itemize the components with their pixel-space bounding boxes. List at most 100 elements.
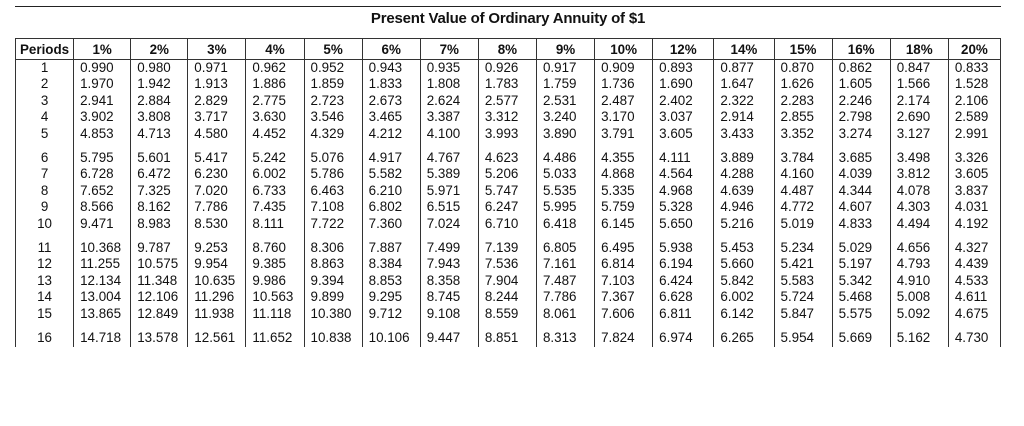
factor-cell: 5.535: [535, 182, 596, 200]
factor-cell: 10.563: [245, 289, 305, 306]
factor-cell: 4.212: [361, 125, 421, 143]
spacer-cell: [652, 142, 715, 151]
factor-cell: 4.078: [889, 182, 949, 200]
factor-cell: 3.037: [652, 109, 715, 126]
factor-cell: 3.127: [889, 125, 949, 143]
period-cell: 2: [14, 76, 75, 93]
factor-cell: 4.192: [947, 215, 1002, 233]
col-header-rate: 7%: [419, 38, 479, 60]
factor-cell: 5.601: [130, 150, 189, 167]
spacer-cell: [535, 232, 596, 241]
factor-cell: 2.690: [889, 109, 949, 126]
factor-cell: 4.639: [713, 182, 775, 200]
factor-cell: 11.652: [245, 330, 305, 347]
factor-cell: 2.884: [130, 92, 189, 110]
spacer-cell: [713, 322, 775, 331]
factor-cell: 6.002: [245, 166, 305, 183]
factor-cell: 3.170: [594, 109, 654, 126]
factor-cell: 6.247: [477, 199, 537, 216]
factor-cell: 5.335: [594, 182, 654, 200]
factor-cell: 5.162: [889, 330, 949, 347]
factor-cell: 0.833: [947, 59, 1002, 77]
table-header: Periods 1% 2% 3% 4% 5% 6% 7% 8% 9% 10% 12% 14% 15% 16%…: [14, 38, 1002, 60]
spacer-cell: [947, 232, 1002, 241]
spacer-cell: [947, 322, 1002, 331]
factor-cell: 7.487: [535, 272, 596, 290]
spacer-cell: [245, 322, 305, 331]
factor-cell: 6.728: [73, 166, 132, 183]
factor-cell: 7.139: [477, 240, 537, 257]
spacer-cell: [713, 232, 775, 241]
factor-cell: 1.647: [713, 76, 775, 93]
spacer-cell: [889, 232, 949, 241]
factor-cell: 5.076: [303, 150, 363, 167]
spacer-cell: [361, 232, 421, 241]
factor-cell: 0.943: [361, 59, 421, 77]
factor-cell: 12.134: [73, 272, 132, 290]
factor-cell: 1.942: [130, 76, 189, 93]
factor-cell: 0.893: [652, 59, 715, 77]
factor-cell: 7.904: [477, 272, 537, 290]
factor-cell: 3.902: [73, 109, 132, 126]
annuity-table: Periods 1% 2% 3% 4% 5% 6% 7% 8% 9% 10% 12% 14% 15% 16%…: [14, 38, 1002, 347]
factor-cell: 11.118: [245, 305, 305, 323]
factor-cell: 8.111: [245, 215, 305, 233]
factor-cell: 1.759: [535, 76, 596, 93]
period-cell: 10: [14, 215, 75, 233]
factor-cell: 8.760: [245, 240, 305, 257]
header-row: Periods 1% 2% 3% 4% 5% 6% 7% 8% 9% 10% 12% 14% 15% 16%…: [14, 38, 1002, 60]
factor-cell: 5.092: [889, 305, 949, 323]
factor-cell: 11.296: [187, 289, 247, 306]
factor-cell: 1.783: [477, 76, 537, 93]
table-row: 15 13.865 12.849 11.938 11.118 10.380 9.712 9.1…: [14, 305, 1002, 323]
factor-cell: 3.352: [773, 125, 833, 143]
factor-cell: 2.283: [773, 92, 833, 110]
factor-cell: 3.312: [477, 109, 537, 126]
factor-cell: 6.002: [713, 289, 775, 306]
col-header-rate: 8%: [477, 38, 537, 60]
factor-cell: 2.322: [713, 92, 775, 110]
factor-cell: 6.628: [652, 289, 715, 306]
spacer-cell: [535, 322, 596, 331]
period-cell: 4: [14, 109, 75, 126]
factor-cell: 8.863: [303, 256, 363, 273]
factor-cell: 4.160: [773, 166, 833, 183]
factor-cell: 5.842: [713, 272, 775, 290]
spacer-cell: [419, 322, 479, 331]
factor-cell: 5.242: [245, 150, 305, 167]
factor-cell: 1.833: [361, 76, 421, 93]
factor-cell: 9.899: [303, 289, 363, 306]
factor-cell: 9.447: [419, 330, 479, 347]
table-row: 10 9.471 8.983 8.530 8.111 7.722 7.360 7.024 6.7…: [14, 215, 1002, 233]
factor-cell: 10.838: [303, 330, 363, 347]
factor-cell: 3.890: [535, 125, 596, 143]
period-cell: 6: [14, 150, 75, 167]
factor-cell: 5.234: [773, 240, 833, 257]
factor-cell: 4.355: [594, 150, 654, 167]
col-header-rate: 4%: [245, 38, 305, 60]
factor-cell: 4.675: [947, 305, 1002, 323]
factor-cell: 1.859: [303, 76, 363, 93]
factor-cell: 10.106: [361, 330, 421, 347]
factor-cell: 3.605: [947, 166, 1002, 183]
col-header-rate: 1%: [73, 38, 132, 60]
factor-cell: 6.145: [594, 215, 654, 233]
group-spacer: [14, 142, 1002, 151]
factor-cell: 7.606: [594, 305, 654, 323]
factor-cell: 6.194: [652, 256, 715, 273]
factor-cell: 13.865: [73, 305, 132, 323]
factor-cell: 6.418: [535, 215, 596, 233]
factor-cell: 4.111: [652, 150, 715, 167]
spacer-cell: [73, 142, 132, 151]
factor-cell: 8.745: [419, 289, 479, 306]
factor-cell: 2.914: [713, 109, 775, 126]
factor-cell: 6.230: [187, 166, 247, 183]
factor-cell: 3.685: [831, 150, 891, 167]
factor-cell: 0.952: [303, 59, 363, 77]
factor-cell: 12.849: [130, 305, 189, 323]
factor-cell: 5.669: [831, 330, 891, 347]
spacer-cell: [831, 142, 891, 151]
col-header-rate: 12%: [652, 38, 715, 60]
factor-cell: 6.515: [419, 199, 479, 216]
factor-cell: 3.791: [594, 125, 654, 143]
